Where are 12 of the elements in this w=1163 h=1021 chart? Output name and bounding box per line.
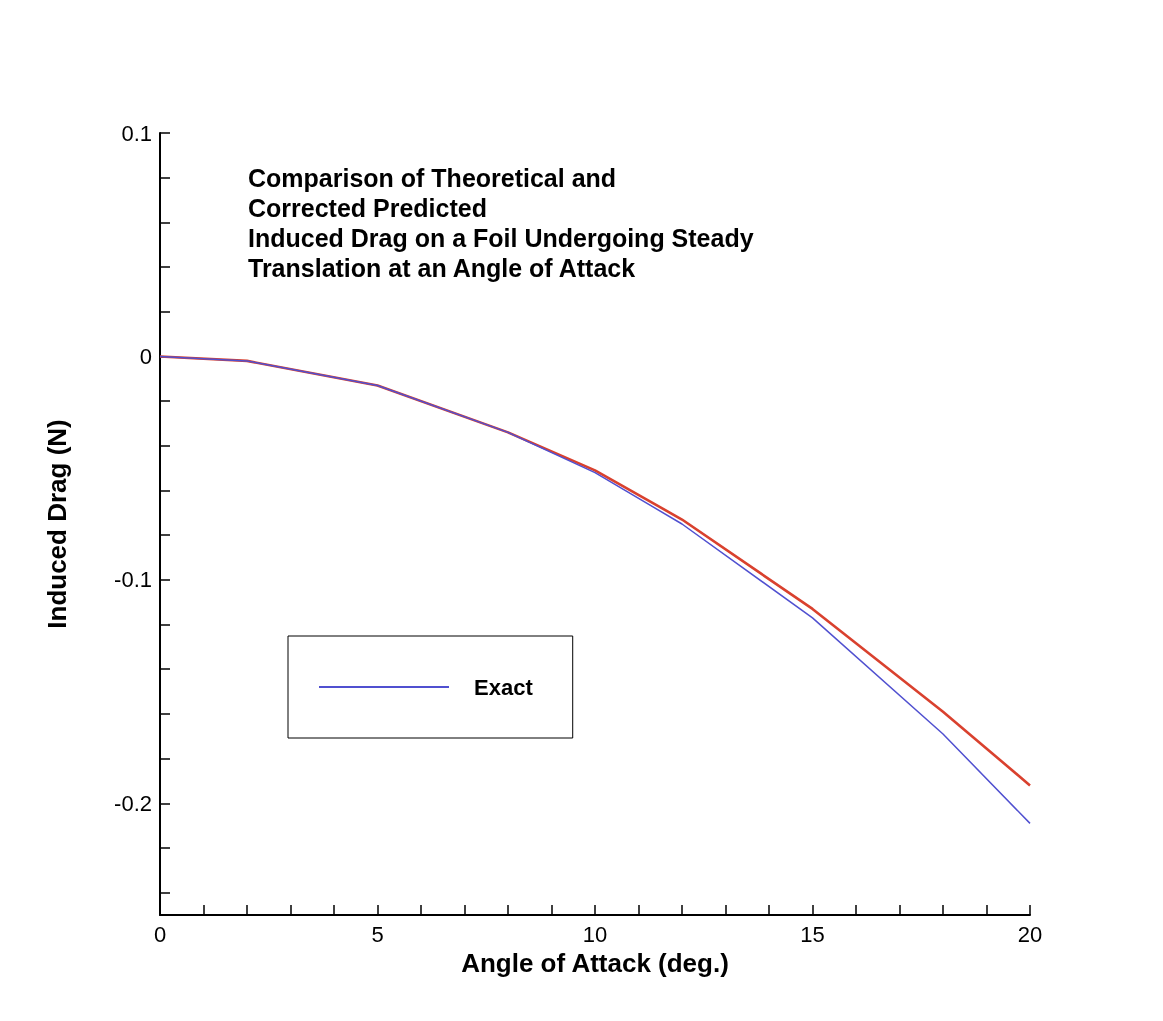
y-tick-label: 0 — [139, 343, 152, 369]
y-tick-label: -0.1 — [114, 567, 152, 593]
y-tick-label: -0.2 — [114, 790, 152, 816]
x-tick-label: 10 — [582, 921, 608, 947]
x-axis-title: Angle of Attack (deg.) — [461, 947, 729, 978]
x-tick-label: 20 — [1017, 921, 1043, 947]
y-tick-label: 0.1 — [121, 120, 152, 146]
text: Comparison of Theoretical and Corrected Predicted Induced Drag on a Foil Undergoing Steady Translation at an Angle of Attack — [248, 164, 754, 282]
y-axis-title: Induced Drag (N) — [42, 419, 72, 629]
x-tick-label: 5 — [371, 921, 384, 947]
text: Exact — [474, 674, 534, 700]
x-tick-label: 15 — [800, 921, 825, 947]
